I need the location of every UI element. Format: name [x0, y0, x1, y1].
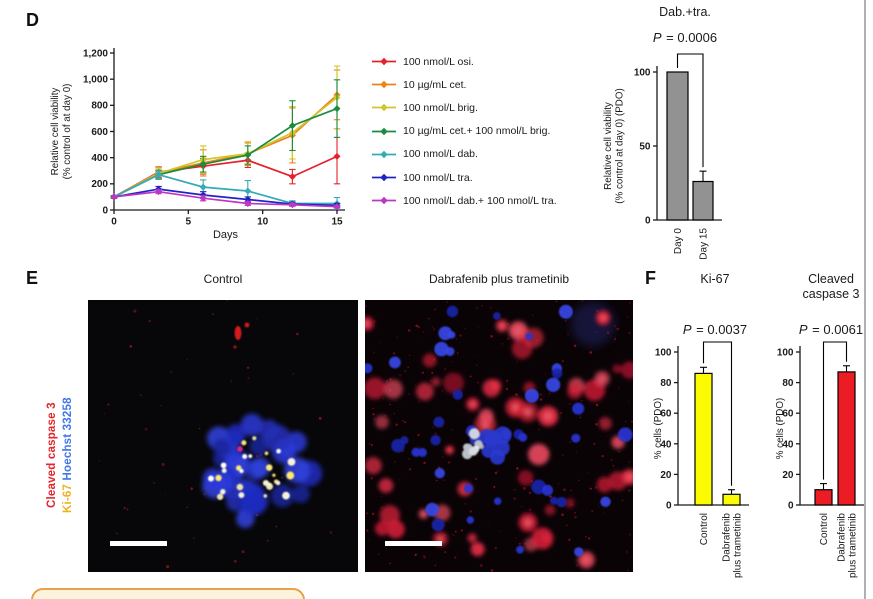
svg-text:Control: Control — [819, 513, 830, 545]
legend-label: 100 nmol/L dab.+ 100 nmol/L tra. — [403, 194, 557, 207]
svg-text:(% control of at day 0): (% control of at day 0) — [62, 84, 73, 180]
dabtra-chart-title: Dab.+tra. — [659, 5, 711, 19]
svg-text:20: 20 — [782, 470, 794, 481]
svg-text:0: 0 — [102, 205, 108, 216]
legend-item: 100 nmol/L dab. — [371, 143, 557, 166]
stain-label-cleaved-caspase: Cleaved caspase 3 — [46, 360, 58, 550]
legend-label: 10 µg/mL cet.+ 100 nmol/L brig. — [403, 125, 551, 138]
svg-text:200: 200 — [91, 179, 108, 190]
legend-item: 100 nmol/L brig. — [371, 96, 557, 119]
svg-text:Dabrafenibplus trametinib: Dabrafenibplus trametinib — [837, 513, 859, 578]
svg-text:50: 50 — [639, 142, 651, 153]
legend-label: 100 nmol/L tra. — [403, 171, 473, 184]
annotation-box — [31, 588, 305, 599]
caspase-p-value: P = 0.0061 — [798, 322, 864, 337]
legend-label: 10 µg/mL cet. — [403, 78, 467, 91]
svg-text:60: 60 — [782, 409, 794, 420]
svg-text:80: 80 — [660, 378, 672, 389]
svg-text:0: 0 — [666, 501, 672, 512]
legend-item: 100 nmol/L tra. — [371, 166, 557, 189]
stain-label-ki67-hoechst: Ki-67 Hoechst 33258 — [62, 360, 74, 550]
scale-bar — [110, 541, 167, 546]
svg-text:100: 100 — [655, 348, 672, 359]
dabtra-bar-chart: 0 50 100 Relative cell viability (% control … — [603, 53, 722, 260]
svg-text:Control: Control — [699, 513, 710, 545]
svg-text:(% control at day 0) (PDO): (% control at day 0) (PDO) — [615, 88, 626, 203]
legend-marker — [372, 173, 396, 182]
legend-label: 100 nmol/L osi. — [403, 55, 474, 68]
ki67-p-value: P = 0.0037 — [682, 322, 748, 337]
viability-line-chart: 0 200 400 600 800 1,000 1,200 0 5 10 15 Days Relativ… — [50, 48, 345, 241]
legend-item: 10 µg/mL cet. — [371, 73, 557, 96]
svg-text:Relative cell viability: Relative cell viability — [50, 88, 61, 176]
svg-text:100: 100 — [777, 348, 794, 359]
svg-text:40: 40 — [660, 439, 672, 450]
svg-text:600: 600 — [91, 127, 108, 138]
panel-f-label: F — [645, 268, 656, 288]
svg-text:Days: Days — [213, 229, 239, 241]
ki67-chart-title: Ki-67 — [700, 272, 730, 286]
svg-text:% cells (PDO): % cells (PDO) — [776, 398, 786, 460]
legend-marker — [372, 57, 396, 66]
panel-d-label: D — [26, 10, 39, 30]
svg-text:80: 80 — [782, 378, 794, 389]
svg-text:800: 800 — [91, 101, 108, 112]
svg-text:15: 15 — [331, 217, 343, 228]
control-image-title: Control — [203, 272, 243, 286]
legend-marker — [372, 127, 396, 135]
treated-micrograph — [365, 300, 633, 572]
svg-text:Dabrafenibplus trametinib: Dabrafenibplus trametinib — [722, 513, 744, 578]
svg-text:100: 100 — [634, 68, 651, 79]
caspase-bar-chart: 0 20 40 60 80 100 % cells (PDO) Control Dabrafen… — [776, 341, 866, 578]
control-micrograph — [88, 300, 358, 572]
legend-marker — [372, 81, 396, 89]
svg-text:0: 0 — [788, 501, 794, 512]
legend-marker — [372, 150, 396, 159]
svg-text:40: 40 — [782, 439, 794, 450]
svg-text:0: 0 — [111, 217, 117, 228]
stain-label-part: Cleaved caspase 3 — [46, 402, 58, 508]
legend-item: 100 nmol/L dab.+ 100 nmol/L tra. — [371, 189, 557, 212]
ki67-bar-chart: 0 20 40 60 80 100 % cells (PDO) Control Dabrafen… — [653, 341, 749, 578]
legend-label: 100 nmol/L brig. — [403, 101, 478, 114]
legend-marker — [372, 197, 396, 205]
stain-label-part: Ki-67 — [62, 483, 74, 513]
panel-e-label: E — [26, 268, 39, 288]
dabtra-p-value: P = 0.0006 — [652, 30, 718, 45]
line-chart-legend: 100 nmol/L osi. 10 µg/mL cet. 100 nmol/L b… — [371, 50, 557, 212]
svg-text:1,000: 1,000 — [83, 75, 108, 86]
svg-text:400: 400 — [91, 153, 108, 164]
svg-text:Relative cell viability: Relative cell viability — [603, 102, 614, 190]
svg-text:20: 20 — [660, 470, 672, 481]
legend-item: 10 µg/mL cet.+ 100 nmol/L brig. — [371, 120, 557, 143]
svg-text:10: 10 — [257, 217, 269, 228]
figure-right-border — [864, 0, 866, 599]
stain-label-part: Hoechst 33258 — [62, 397, 74, 484]
svg-text:Day 15: Day 15 — [699, 228, 710, 260]
scale-bar — [385, 541, 442, 546]
treated-image-title: Dabrafenib plus trametinib — [428, 272, 570, 286]
legend-item: 100 nmol/L osi. — [371, 50, 557, 73]
svg-text:60: 60 — [660, 409, 672, 420]
svg-text:0: 0 — [645, 216, 651, 227]
svg-text:Day 0: Day 0 — [673, 228, 684, 255]
svg-text:% cells (PDO): % cells (PDO) — [653, 398, 664, 460]
svg-text:5: 5 — [186, 217, 192, 228]
svg-text:1,200: 1,200 — [83, 48, 108, 59]
legend-label: 100 nmol/L dab. — [403, 148, 478, 161]
caspase-chart-title: Cleaved caspase 3 — [802, 272, 860, 301]
legend-marker — [372, 104, 396, 112]
